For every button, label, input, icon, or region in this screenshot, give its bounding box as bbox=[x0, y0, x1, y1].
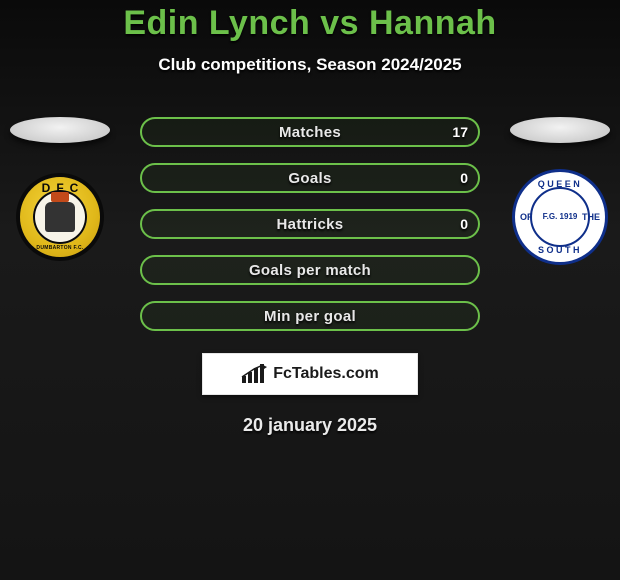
badge-left-inner bbox=[33, 190, 87, 244]
stat-value: 17 bbox=[452, 124, 468, 140]
player-left-column: DFC DUMBARTON F.C. bbox=[10, 117, 110, 261]
stat-value: 0 bbox=[460, 216, 468, 232]
page-title: Edin Lynch vs Hannah bbox=[123, 4, 496, 43]
badge-left-bottom-text: DUMBARTON F.C. bbox=[20, 245, 100, 251]
stat-goals: Goals 0 bbox=[140, 163, 480, 193]
stat-goals-per-match: Goals per match bbox=[140, 255, 480, 285]
badge-right-top: QUEEN bbox=[515, 179, 605, 189]
badge-right-inner: F.G. 1919 bbox=[530, 187, 590, 247]
stat-value: 0 bbox=[460, 170, 468, 186]
date-line: 20 january 2025 bbox=[243, 415, 377, 436]
club-badge-right: QUEEN SOUTH OF THE F.G. 1919 bbox=[510, 173, 610, 261]
player-right-column: QUEEN SOUTH OF THE F.G. 1919 bbox=[510, 117, 610, 261]
badge-right-right: THE bbox=[582, 212, 600, 222]
badge-right-inner-text: F.G. 1919 bbox=[543, 213, 578, 222]
club-badge-right-ring: QUEEN SOUTH OF THE F.G. 1919 bbox=[512, 169, 608, 265]
chart-bars-icon bbox=[241, 364, 267, 384]
stat-min-per-goal: Min per goal bbox=[140, 301, 480, 331]
stat-label: Min per goal bbox=[264, 308, 356, 325]
stat-matches: Matches 17 bbox=[140, 117, 480, 147]
stats-rows: Matches 17 Goals 0 Hattricks 0 Goals per… bbox=[140, 117, 480, 331]
page-root: Edin Lynch vs Hannah Club competitions, … bbox=[0, 0, 620, 580]
player-left-disc bbox=[10, 117, 110, 143]
badge-right-bottom: SOUTH bbox=[515, 245, 605, 255]
subtitle: Club competitions, Season 2024/2025 bbox=[158, 55, 461, 75]
stats-area: DFC DUMBARTON F.C. QUEEN SOUTH OF THE F.… bbox=[0, 117, 620, 331]
stat-label: Goals bbox=[288, 170, 331, 187]
brand-box: FcTables.com bbox=[202, 353, 418, 395]
elephant-icon bbox=[45, 202, 75, 232]
club-badge-left-ring: DFC DUMBARTON F.C. bbox=[16, 173, 104, 261]
player-right-disc bbox=[510, 117, 610, 143]
stat-label: Matches bbox=[279, 124, 341, 141]
stat-hattricks: Hattricks 0 bbox=[140, 209, 480, 239]
brand-text: FcTables.com bbox=[273, 365, 379, 383]
stat-label: Hattricks bbox=[277, 216, 344, 233]
club-badge-left: DFC DUMBARTON F.C. bbox=[10, 173, 110, 261]
badge-right-left: OF bbox=[520, 212, 533, 222]
stat-label: Goals per match bbox=[249, 262, 371, 279]
